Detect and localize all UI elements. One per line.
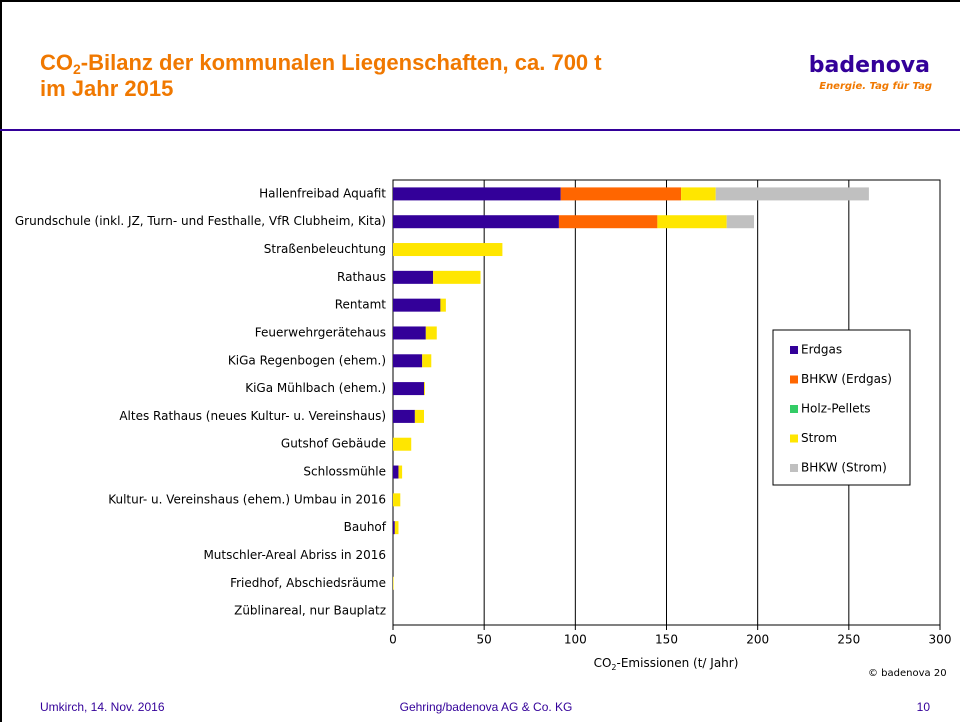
legend-label: Holz-Pellets — [801, 402, 871, 416]
bar-segment — [393, 243, 503, 257]
bar-segment — [715, 187, 869, 201]
y-tick-label: Rathaus — [337, 270, 386, 284]
title-line1: -Bilanz der kommunalen Liegenschaften, c… — [80, 50, 602, 75]
x-label-sub: 2 — [611, 663, 616, 672]
x-tick-label: 250 — [837, 633, 860, 647]
bar-segment — [393, 270, 434, 284]
title-line2: im Jahr 2015 — [40, 76, 174, 101]
legend-box — [772, 329, 911, 486]
legend-swatch — [790, 375, 798, 384]
y-tick-label: KiGa Mühlbach (ehem.) — [245, 381, 386, 395]
y-tick-label: Bauhof — [344, 520, 387, 534]
y-tick-label: Züblinareal, nur Bauplatz — [234, 604, 386, 618]
bar-segment — [657, 215, 727, 229]
bar-segment — [393, 465, 399, 479]
x-label-rest: -Emissionen (t/ Jahr) — [617, 656, 739, 670]
y-tick-label: Altes Rathaus (neues Kultur- u. Vereinsh… — [119, 409, 386, 423]
y-tick-label: Mutschler-Areal Abriss in 2016 — [203, 548, 386, 562]
y-tick-label: Schlossmühle — [303, 465, 386, 479]
tagline: Energie. Tag für Tag — [819, 81, 932, 92]
x-tick-label: 200 — [746, 633, 769, 647]
bar-segment — [560, 187, 682, 201]
legend-label: Strom — [801, 431, 837, 445]
legend-label: BHKW (Strom) — [801, 461, 887, 475]
y-tick-label: Rentamt — [335, 298, 387, 312]
x-tick-label: 50 — [477, 633, 492, 647]
logo: badenova — [809, 53, 930, 78]
bar-segment — [393, 409, 415, 423]
bar-segment — [393, 298, 441, 312]
legend-swatch — [790, 464, 798, 472]
y-tick-label: Friedhof, Abschiedsräume — [230, 576, 386, 590]
page-number: 10 — [917, 700, 931, 714]
bar-segment — [393, 187, 561, 201]
footer-center: Gehring/badenova AG & Co. KG — [400, 700, 573, 714]
bar-segment — [440, 298, 446, 312]
copyright: © badenova 20 — [868, 668, 947, 679]
y-tick-label: Straßenbeleuchtung — [264, 242, 386, 256]
bar-segment — [558, 215, 658, 229]
legend-swatch — [790, 405, 798, 413]
legend-label: Erdgas — [801, 343, 842, 357]
footer-left: Umkirch, 14. Nov. 2016 — [40, 700, 165, 714]
title-sub: 2 — [73, 61, 81, 77]
x-axis-label: CO2-Emissionen (t/ Jahr) — [594, 656, 739, 672]
x-tick-label: 150 — [655, 633, 678, 647]
bar-segment — [393, 354, 423, 368]
bar-segment — [393, 382, 424, 396]
bar-segment — [394, 521, 399, 535]
plot-frame — [392, 179, 941, 626]
bar-segment — [423, 382, 425, 396]
bar-segment — [393, 521, 395, 535]
bar-segment — [393, 493, 401, 507]
x-label-prefix: CO — [594, 656, 612, 670]
bar-segment — [398, 465, 403, 479]
bar-segment — [726, 215, 755, 229]
bar-segment — [433, 270, 481, 284]
x-tick-label: 0 — [389, 633, 397, 647]
y-tick-label: Gutshof Gebäude — [281, 437, 386, 451]
bar-segment — [393, 437, 412, 451]
y-tick-label: Kultur- u. Vereinshaus (ehem.) Umbau in … — [108, 492, 386, 506]
y-tick-label: KiGa Regenbogen (ehem.) — [228, 353, 386, 367]
legend-swatch — [790, 346, 798, 354]
x-tick-label: 300 — [929, 633, 952, 647]
slide-title: CO2-Bilanz der kommunalen Liegenschaften… — [40, 50, 602, 102]
y-tick-label: Feuerwehrgerätehaus — [255, 325, 386, 339]
bar-segment — [425, 326, 437, 340]
x-tick-label: 100 — [564, 633, 587, 647]
bar-segment — [422, 354, 432, 368]
legend-swatch — [790, 434, 798, 443]
title-prefix: CO — [40, 50, 73, 75]
bar-segment — [414, 409, 424, 423]
y-tick-label: Hallenfreibad Aquafit — [259, 186, 386, 200]
legend-label: BHKW (Erdgas) — [801, 372, 892, 386]
bar-segment — [393, 215, 559, 229]
bar-segment — [393, 576, 394, 590]
bar-segment — [681, 187, 716, 201]
bar-segment — [393, 326, 426, 340]
y-tick-label: Grundschule (inkl. JZ, Turn- und Festhal… — [15, 214, 386, 228]
